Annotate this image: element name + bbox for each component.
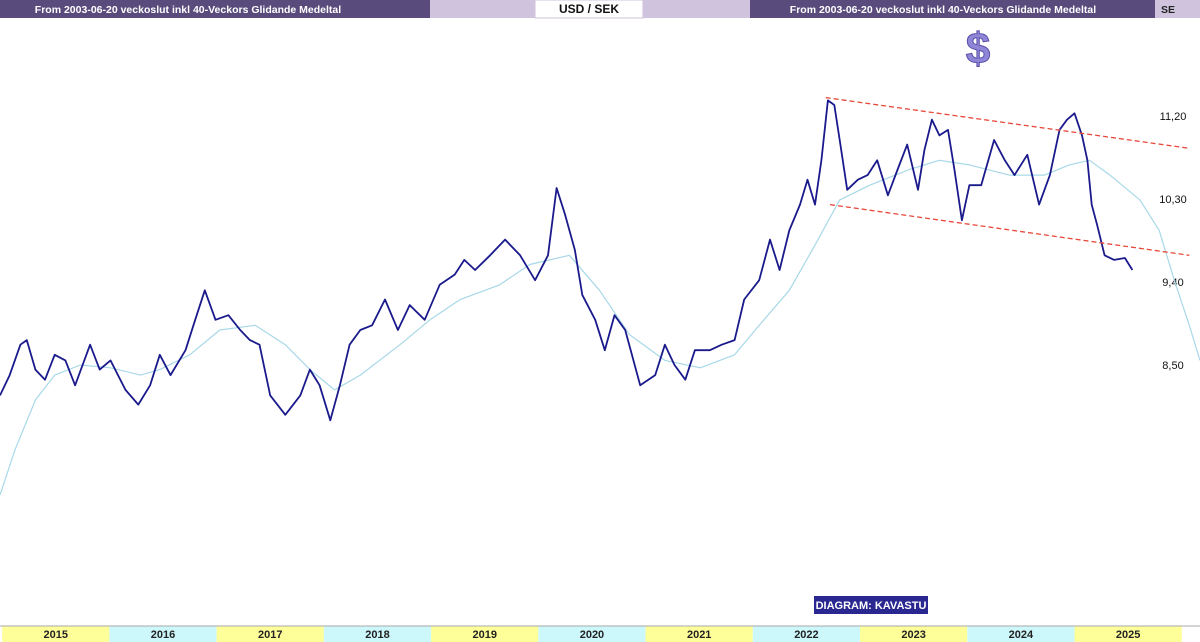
x-band (645, 626, 753, 642)
chart-title: USD / SEK (559, 2, 619, 16)
series-line (0, 159, 1200, 496)
x-band (2, 626, 110, 642)
y-tick-label: 9,40 (1162, 277, 1183, 289)
x-band (431, 626, 539, 642)
trend-line (825, 96, 1190, 149)
x-tick-label: 2023 (901, 629, 925, 641)
header-bar (643, 0, 750, 18)
x-tick-label: 2016 (151, 629, 175, 641)
series-line (0, 99, 1134, 422)
header-bar (1155, 0, 1200, 18)
x-tick-label: 2018 (365, 629, 389, 641)
x-tick-label: 2022 (794, 629, 818, 641)
x-tick-label: 2017 (258, 629, 282, 641)
x-tick-label: 2025 (1116, 629, 1140, 641)
x-tick-label: 2024 (1009, 629, 1034, 641)
x-band (323, 626, 432, 642)
header-bar (430, 0, 535, 18)
x-band (967, 626, 1075, 642)
x-tick-label: 2019 (472, 629, 496, 641)
x-tick-label: 2020 (580, 629, 604, 641)
y-tick-label: 11,20 (1160, 111, 1187, 123)
header-bar (0, 0, 430, 18)
x-tick-label: 2021 (687, 629, 711, 641)
header-text: From 2003-06-20 veckoslut inkl 40-Veckor… (790, 4, 1096, 16)
y-tick-label: 8,50 (1162, 360, 1183, 372)
y-tick-label: 10,30 (1159, 194, 1187, 206)
x-band (1074, 626, 1182, 642)
x-tick-label: 2015 (44, 629, 68, 641)
header-bar (750, 0, 1155, 18)
x-band (216, 626, 324, 642)
x-band (752, 626, 861, 642)
header-text: From 2003-06-20 veckoslut inkl 40-Veckor… (35, 4, 341, 16)
x-band (860, 626, 968, 642)
x-band (538, 626, 646, 642)
credit: DIAGRAM: KAVASTU (816, 600, 927, 612)
credit-box (814, 596, 928, 614)
trend-line (829, 203, 1190, 256)
dollar-icon: $ (966, 25, 990, 74)
header-text: SE (1161, 4, 1175, 16)
x-band (109, 626, 217, 642)
